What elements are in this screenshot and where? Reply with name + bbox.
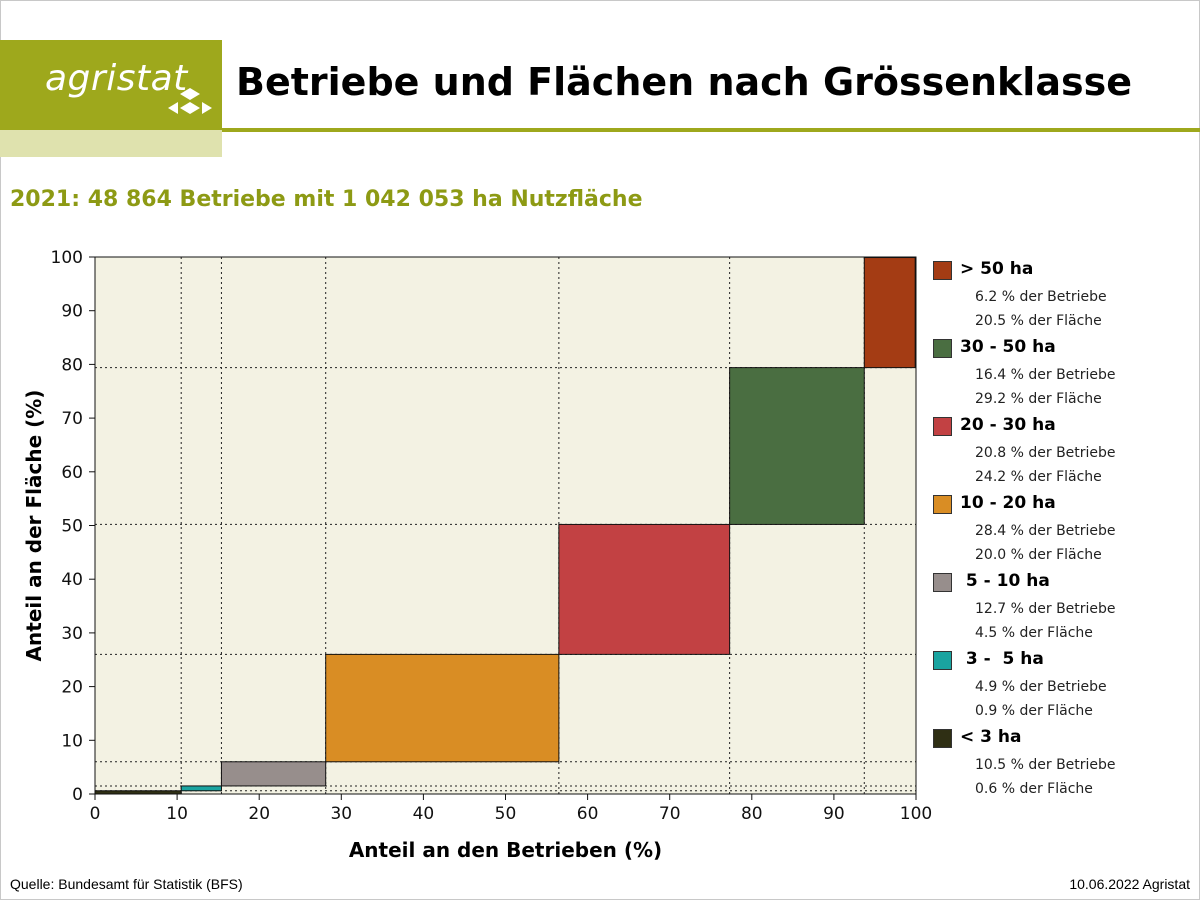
legend-flaeche-share: 24.2 % der Fläche — [975, 469, 1102, 485]
y-tick-label: 20 — [61, 678, 83, 698]
legend-betriebe-share: 16.4 % der Betriebe — [975, 367, 1116, 383]
legend-betriebe-share: 28.4 % der Betriebe — [975, 523, 1116, 539]
legend-item: < 3 ha 10.5 % der Betriebe 0.6 % der Fläch… — [933, 726, 1193, 804]
x-tick-label: 10 — [166, 804, 188, 824]
legend-betriebe-share: 4.9 % der Betriebe — [975, 679, 1107, 695]
x-tick-label: 70 — [659, 804, 681, 824]
legend-flaeche-share: 29.2 % der Fläche — [975, 391, 1102, 407]
source-note: Quelle: Bundesamt für Statistik (BFS) — [10, 876, 243, 892]
legend-betriebe-share: 20.8 % der Betriebe — [975, 445, 1116, 461]
legend-label: 20 - 30 ha — [960, 415, 1056, 435]
legend-item: 5 - 10 ha 12.7 % der Betriebe 4.5 % der Fl… — [933, 570, 1193, 648]
legend-label: 5 - 10 ha — [960, 571, 1050, 591]
x-tick-label: 80 — [741, 804, 763, 824]
x-tick-label: 30 — [330, 804, 352, 824]
legend-swatch — [933, 339, 952, 358]
header-rule — [222, 128, 1200, 132]
class-rect-3 — [325, 653, 560, 763]
legend-label: < 3 ha — [960, 727, 1022, 747]
legend-label: > 50 ha — [960, 259, 1034, 279]
legend-flaeche-share: 20.5 % der Fläche — [975, 313, 1102, 329]
class-rect-4 — [558, 523, 731, 655]
legend-item: 10 - 20 ha 28.4 % der Betriebe 20.0 % der … — [933, 492, 1193, 570]
legend-item: 3 - 5 ha 4.9 % der Betriebe 0.9 % der Fläc… — [933, 648, 1193, 726]
x-tick-label: 40 — [413, 804, 435, 824]
legend-swatch — [933, 261, 952, 280]
y-tick-label: 70 — [61, 409, 83, 429]
y-tick-label: 100 — [51, 248, 83, 268]
logo-text: agristat — [45, 58, 188, 99]
legend-flaeche-share: 0.9 % der Fläche — [975, 703, 1093, 719]
y-tick-label: 50 — [61, 517, 83, 537]
agristat-logo — [0, 40, 222, 130]
legend-swatch — [933, 573, 952, 592]
legend-betriebe-share: 10.5 % der Betriebe — [975, 757, 1116, 773]
y-tick-label: 10 — [61, 731, 83, 751]
x-tick-label: 90 — [823, 804, 845, 824]
class-rect-5 — [729, 367, 865, 525]
class-rect-2 — [220, 761, 327, 787]
y-tick-label: 90 — [61, 302, 83, 322]
chart-legend: > 50 ha 6.2 % der Betriebe 20.5 % der Fläc… — [933, 258, 1193, 804]
legend-swatch — [933, 651, 952, 670]
legend-betriebe-share: 6.2 % der Betriebe — [975, 289, 1107, 305]
x-axis-label: Anteil an den Betrieben (%) — [349, 838, 662, 862]
legend-swatch — [933, 417, 952, 436]
legend-label: 3 - 5 ha — [960, 649, 1044, 669]
y-axis-label: Anteil an der Fläche (%) — [22, 390, 46, 662]
y-tick-label: 40 — [61, 570, 83, 590]
y-tick-label: 60 — [61, 463, 83, 483]
class-rect-1 — [180, 785, 222, 792]
date-note: 10.06.2022 Agristat — [1069, 876, 1190, 892]
x-tick-label: 50 — [495, 804, 517, 824]
logo-arrows-icon — [168, 88, 212, 114]
x-tick-label: 0 — [90, 804, 101, 824]
legend-flaeche-share: 0.6 % der Fläche — [975, 781, 1093, 797]
x-tick-label: 20 — [248, 804, 270, 824]
y-tick-label: 0 — [72, 785, 83, 805]
legend-item: > 50 ha 6.2 % der Betriebe 20.5 % der Fläc… — [933, 258, 1193, 336]
legend-flaeche-share: 4.5 % der Fläche — [975, 625, 1093, 641]
legend-swatch — [933, 729, 952, 748]
x-tick-label: 60 — [577, 804, 599, 824]
x-tick-label: 100 — [900, 804, 932, 824]
page-title: Betriebe und Flächen nach Grössenklasse — [236, 60, 1132, 104]
chart-subtitle: 2021: 48 864 Betriebe mit 1 042 053 ha N… — [10, 187, 643, 212]
legend-label: 10 - 20 ha — [960, 493, 1056, 513]
legend-swatch — [933, 495, 952, 514]
class-rect-6 — [863, 257, 916, 369]
legend-betriebe-share: 12.7 % der Betriebe — [975, 601, 1116, 617]
legend-label: 30 - 50 ha — [960, 337, 1056, 357]
legend-flaeche-share: 20.0 % der Fläche — [975, 547, 1102, 563]
logo-accent-strip — [0, 130, 222, 157]
y-tick-label: 80 — [61, 355, 83, 375]
legend-item: 20 - 30 ha 20.8 % der Betriebe 24.2 % der … — [933, 414, 1193, 492]
legend-item: 30 - 50 ha 16.4 % der Betriebe 29.2 % der … — [933, 336, 1193, 414]
y-tick-label: 30 — [61, 624, 83, 644]
